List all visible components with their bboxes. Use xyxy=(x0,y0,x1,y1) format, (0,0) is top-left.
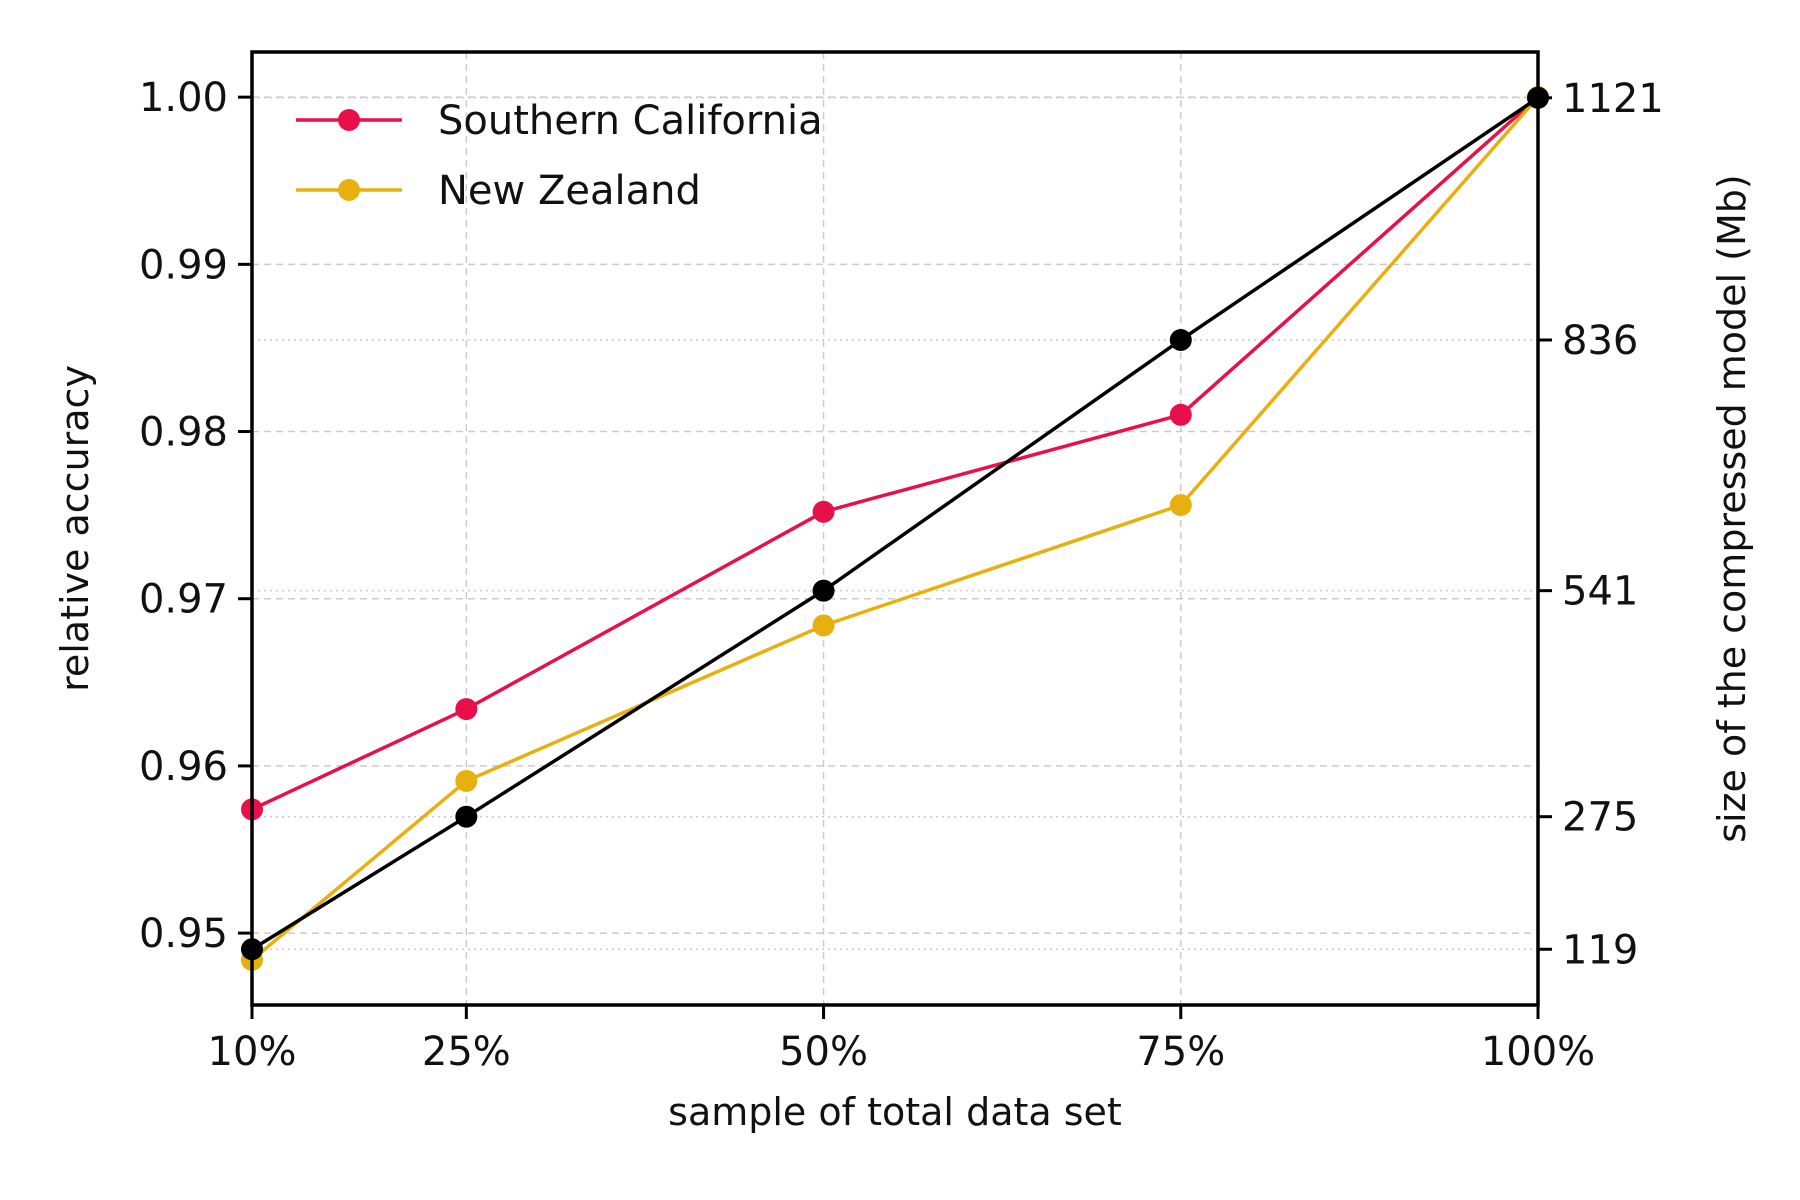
series-line-model-size xyxy=(251,96,1539,951)
data-point-southern-california xyxy=(812,500,835,523)
x-tick-label: 75% xyxy=(1136,1029,1225,1075)
y2-tick-label: 541 xyxy=(1562,569,1638,615)
data-point-model-size xyxy=(1169,328,1192,351)
y-axis-title: relative accuracy xyxy=(53,365,97,692)
x-tick-label: 10% xyxy=(208,1029,297,1075)
x-tick-label: 50% xyxy=(779,1029,868,1075)
y2-tick-label: 1121 xyxy=(1562,76,1664,122)
axis-ticks: 10% 25% 50% 75% 100% 0.95 0.96 0.97 0.98 0.99 1.00… xyxy=(139,75,1664,1075)
data-point-new-zealand xyxy=(455,769,478,792)
y-tick-label: 0.95 xyxy=(139,911,228,957)
data-point-model-size xyxy=(812,579,835,602)
x-tick-label: 100% xyxy=(1481,1029,1595,1075)
y-tick-label: 0.97 xyxy=(139,577,228,623)
y-tick-label: 1.00 xyxy=(139,75,228,121)
y-tick-label: 0.96 xyxy=(139,744,228,790)
y2-tick-label: 836 xyxy=(1562,318,1638,364)
y2-tick-label: 275 xyxy=(1562,795,1638,841)
data-point-southern-california xyxy=(1169,403,1192,426)
plot-frame xyxy=(250,50,1540,1007)
data-point-southern-california xyxy=(455,698,478,721)
grid-lines xyxy=(251,52,1539,1005)
legend: Southern California New Zealand xyxy=(296,98,823,214)
data-point-model-size xyxy=(455,805,478,828)
x-tick-label: 25% xyxy=(422,1029,511,1075)
x-axis-title: sample of total data set xyxy=(668,1090,1122,1134)
legend-marker-southern-california xyxy=(338,109,360,131)
y2-axis-title: size of the compressed model (Mb) xyxy=(1710,174,1754,843)
y-tick-label: 0.99 xyxy=(139,242,228,288)
legend-label-southern-california: Southern California xyxy=(438,98,823,144)
legend-marker-new-zealand xyxy=(338,179,360,201)
data-point-new-zealand xyxy=(812,614,835,637)
y-tick-label: 0.98 xyxy=(139,410,228,456)
legend-label-new-zealand: New Zealand xyxy=(438,168,701,214)
series-layer xyxy=(241,86,1549,971)
y2-tick-label: 119 xyxy=(1562,927,1638,973)
data-point-new-zealand xyxy=(1169,494,1192,517)
